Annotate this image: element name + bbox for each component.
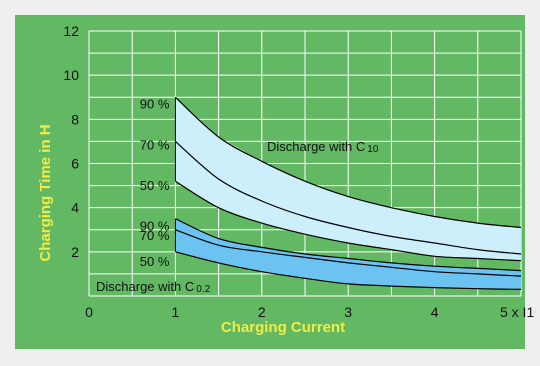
series-line-1 (174, 96, 522, 229)
x-tick-label: 5 x I10 (500, 304, 535, 320)
x-axis-title: Charging Current (221, 319, 345, 336)
annotation-c10-sub: 10 (367, 144, 379, 155)
x-tick-label: 3 (344, 304, 352, 320)
x-tick-label: 0 (85, 304, 93, 320)
y-tick-label: 12 (63, 23, 79, 39)
series-label-5: 70 % (140, 228, 170, 243)
y-tick-label: 4 (71, 200, 79, 216)
y-tick-label: 10 (63, 67, 79, 83)
y-tick-label: 2 (71, 244, 79, 260)
y-axis-title: Charging Time in H (37, 124, 54, 261)
series-label-1: 90 % (140, 96, 170, 111)
x-tick-label: 1 (172, 304, 180, 320)
series-line-4 (175, 218, 522, 272)
y-tick-label: 6 (71, 156, 79, 172)
series-label-2: 70 % (140, 137, 170, 152)
series-line-5 (175, 229, 522, 277)
series-label-6: 50 % (140, 254, 170, 269)
y-tick-label: 8 (71, 111, 79, 127)
annotation-c02: Discharge with C 0.2 (96, 279, 211, 295)
series-line-6 (175, 251, 522, 290)
series-label-4: 90 % (140, 219, 170, 234)
x-tick-label: 4 (431, 304, 439, 320)
band-c10 (175, 97, 521, 261)
annotation-c02-sub: 0.2 (196, 284, 210, 295)
annotation-c10: Discharge with C 10 (267, 139, 379, 155)
series-lines (174, 96, 522, 290)
series-label-3: 50 % (140, 178, 170, 193)
grid-lines (88, 30, 522, 297)
series-line-3 (175, 180, 522, 262)
series-labels: 90 %70 %50 %90 %70 %50 % (140, 96, 170, 269)
x-tick-label: 2 (258, 304, 266, 320)
series-line-2 (175, 140, 522, 255)
